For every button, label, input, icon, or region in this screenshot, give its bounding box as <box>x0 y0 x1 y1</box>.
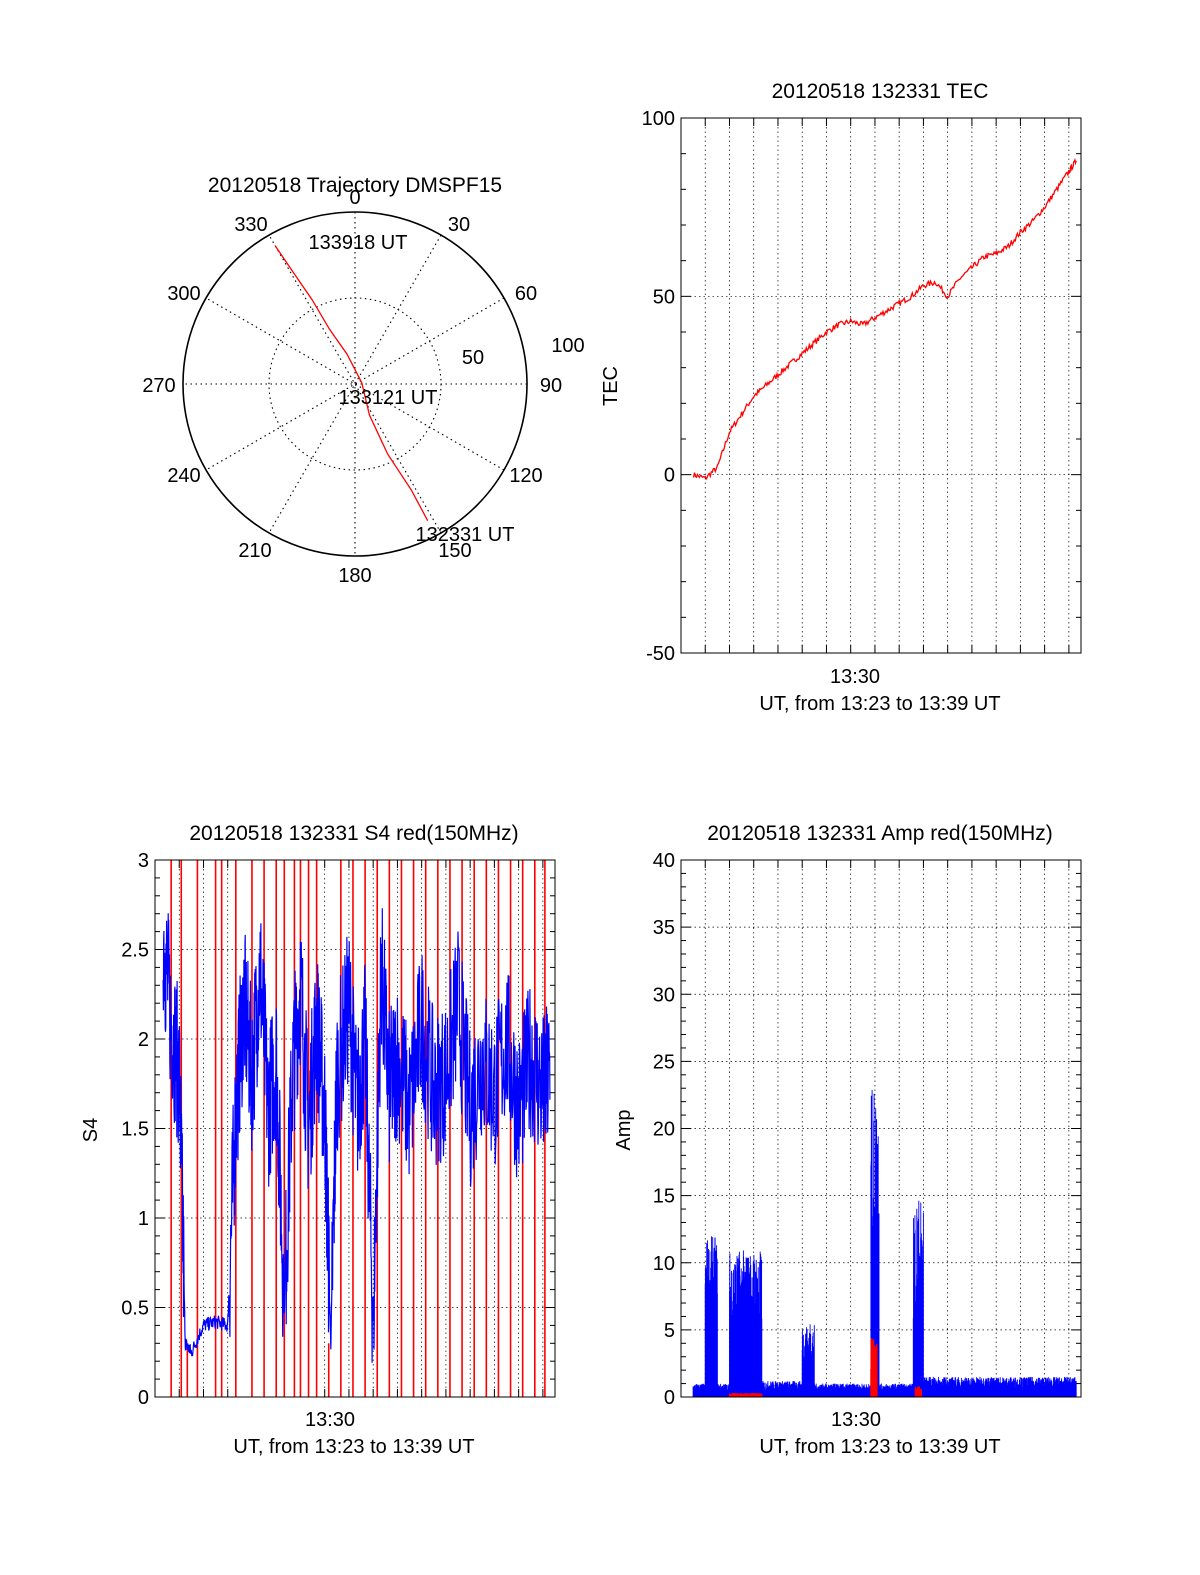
polar-angle-label: 60 <box>515 283 537 305</box>
tec-title: 20120518 132331 TEC <box>772 80 989 103</box>
y-tick-label: 0 <box>664 465 675 487</box>
amp-burst <box>870 1089 880 1397</box>
y-tick-label: 30 <box>653 984 675 1006</box>
amp-x-axis-label: UT, from 13:23 to 13:39 UT <box>759 1436 1000 1458</box>
trajectory-time-label: 133918 UT <box>309 232 408 254</box>
tec-x-axis-label: UT, from 13:23 to 13:39 UT <box>759 693 1000 715</box>
polar-angle-label: 210 <box>238 540 271 562</box>
amp-burst <box>692 1383 706 1397</box>
y-tick-label: 100 <box>642 108 675 130</box>
s4-title: 20120518 132331 S4 red(150MHz) <box>189 822 518 845</box>
y-tick-label: 2 <box>138 1029 149 1051</box>
polar-trajectory-panel: 20120518 Trajectory DMSPF15 0 30 60 90 120 15… <box>142 174 584 587</box>
s4-y-axis-label: S4 <box>80 1118 102 1142</box>
amp-x-tick-label: 13:30 <box>831 1409 881 1431</box>
y-tick-label: 0 <box>664 1387 675 1409</box>
tec-y-axis-label: TEC <box>600 366 622 406</box>
polar-angle-label: 0 <box>349 187 360 209</box>
amp-burst <box>870 1338 878 1397</box>
polar-angle-label: 180 <box>338 565 371 587</box>
tec-panel: 20120518 132331 TEC -50 0 50 100 13:30 UT, … <box>600 80 1082 715</box>
trajectory-line <box>274 245 429 522</box>
polar-radial-label: 100 <box>551 335 584 357</box>
polar-angle-label: 120 <box>509 465 542 487</box>
trajectory-annotations: 133918 UT 133121 UT 132331 UT <box>309 232 515 546</box>
amp-panel: 20120518 132331 Amp red(150MHz) 0 5 10 15 20… <box>613 822 1082 1458</box>
y-tick-label: 50 <box>653 286 675 308</box>
trajectory-time-label: 133121 UT <box>339 387 438 409</box>
s4-panel: 20120518 132331 S4 red(150MHz) 0 0.5 1 1.5 2… <box>80 822 556 1458</box>
s4-x-tick-label: 13:30 <box>305 1409 355 1431</box>
tec-series-line <box>692 157 1077 481</box>
polar-angle-label: 90 <box>540 375 562 397</box>
s4-blue-series-line <box>162 908 551 1363</box>
amp-frame <box>680 859 1082 1398</box>
amp-burst <box>912 1200 924 1397</box>
y-tick-label: 1 <box>138 1208 149 1230</box>
amp-y-axis-label: Amp <box>613 1109 635 1150</box>
amp-burst <box>716 1383 730 1397</box>
tec-grid <box>680 117 1081 654</box>
y-tick-label: 0 <box>138 1387 149 1409</box>
polar-radial-labels: 50 100 <box>462 335 585 369</box>
amp-burst <box>729 1250 763 1397</box>
polar-angle-label: 30 <box>448 214 470 236</box>
y-tick-label: 1.5 <box>121 1119 149 1141</box>
y-tick-label: 15 <box>653 1186 675 1208</box>
amp-burst <box>801 1324 815 1397</box>
amp-red-series <box>728 1338 922 1397</box>
polar-grid <box>182 211 528 557</box>
polar-angle-label: 150 <box>438 540 471 562</box>
amp-burst <box>728 1393 763 1397</box>
y-tick-label: 3 <box>138 850 149 872</box>
y-tick-label: 0.5 <box>121 1298 149 1320</box>
tec-y-tick-labels: -50 0 50 100 <box>642 108 675 665</box>
tec-frame <box>680 117 1082 654</box>
polar-angle-label: 270 <box>142 375 175 397</box>
y-tick-label: 2.5 <box>121 940 149 962</box>
polar-angle-label: 240 <box>167 465 200 487</box>
y-tick-label: 5 <box>664 1320 675 1342</box>
amp-title: 20120518 132331 Amp red(150MHz) <box>707 822 1053 845</box>
y-tick-label: 40 <box>653 850 675 872</box>
polar-title: 20120518 Trajectory DMSPF15 <box>208 174 502 197</box>
amp-burst <box>922 1376 1077 1397</box>
amp-burst <box>761 1381 803 1397</box>
amp-blue-series <box>692 1089 1077 1397</box>
y-tick-label: 25 <box>653 1051 675 1073</box>
amp-burst <box>813 1383 872 1397</box>
tec-x-tick-label: 13:30 <box>830 666 880 688</box>
trajectory-time-label: 132331 UT <box>416 524 515 546</box>
polar-angle-label: 330 <box>234 214 267 236</box>
y-tick-label: 20 <box>653 1119 675 1141</box>
polar-radial-label: 50 <box>462 347 484 369</box>
y-tick-label: 10 <box>653 1253 675 1275</box>
amp-burst <box>914 1386 922 1397</box>
s4-x-axis-label: UT, from 13:23 to 13:39 UT <box>233 1436 474 1458</box>
y-tick-label: 35 <box>653 917 675 939</box>
amp-burst <box>878 1383 914 1397</box>
y-tick-label: -50 <box>646 643 675 665</box>
s4-y-tick-labels: 0 0.5 1 1.5 2 2.5 3 <box>121 850 149 1409</box>
amp-y-tick-labels: 0 5 10 15 20 25 30 35 40 <box>653 850 675 1409</box>
s4-frame <box>154 859 556 1398</box>
polar-angle-labels: 0 30 60 90 120 150 180 210 240 270 300 330 <box>142 187 562 587</box>
amp-burst <box>704 1236 718 1397</box>
polar-angle-label: 300 <box>167 283 200 305</box>
